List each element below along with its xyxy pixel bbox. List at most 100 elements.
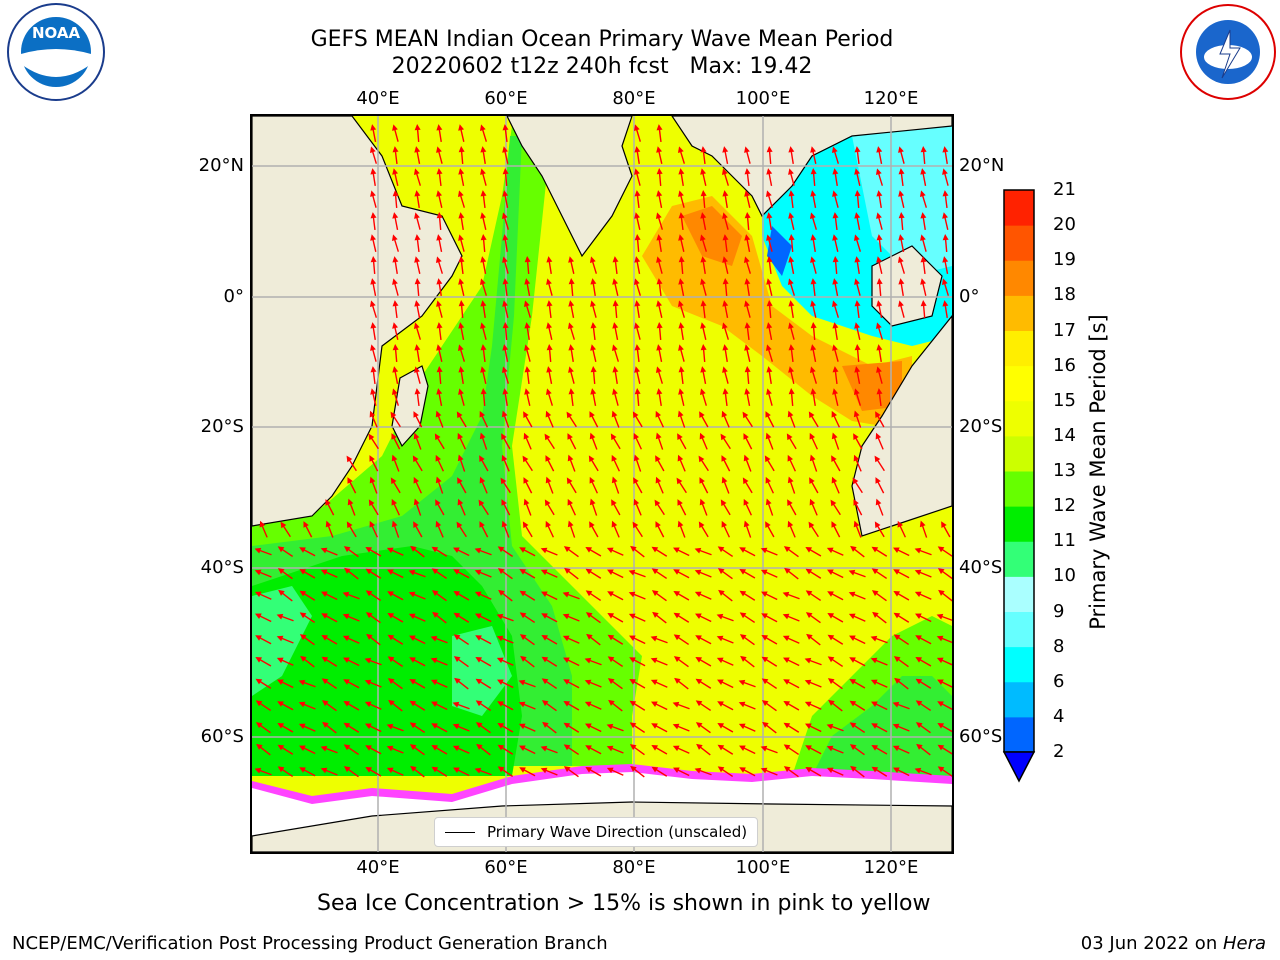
wave-direction-arrow xyxy=(456,521,467,538)
wave-direction-arrow xyxy=(742,477,753,494)
wave-direction-arrow xyxy=(830,499,841,516)
wave-direction-arrow xyxy=(936,657,952,666)
wave-direction-arrow xyxy=(607,569,624,579)
wave-direction-arrow xyxy=(299,547,316,557)
wave-direction-arrow xyxy=(545,455,555,472)
wave-direction-arrow xyxy=(502,300,509,318)
wave-direction-arrow xyxy=(502,190,509,208)
wave-direction-arrow xyxy=(612,300,619,319)
cloud-icon xyxy=(1204,45,1252,69)
wave-direction-arrow xyxy=(872,611,887,624)
wave-direction-arrow xyxy=(875,411,885,428)
wave-direction-arrow xyxy=(457,344,466,362)
colorbar-tick-label: 6 xyxy=(1053,670,1065,692)
wave-direction-arrow xyxy=(849,700,866,711)
wave-direction-arrow xyxy=(453,547,470,557)
wave-direction-arrow xyxy=(386,547,404,556)
wave-direction-arrow xyxy=(656,388,663,407)
footer-host: Hera xyxy=(1222,933,1266,954)
legend-line-icon xyxy=(445,831,475,833)
wave-direction-arrow xyxy=(365,547,382,557)
wave-direction-arrow xyxy=(475,635,492,645)
wave-direction-arrow xyxy=(409,657,426,667)
wave-direction-arrow xyxy=(826,547,844,556)
wave-direction-arrow xyxy=(497,701,514,711)
wave-direction-arrow xyxy=(765,432,774,450)
wave-direction-arrow xyxy=(787,278,796,296)
wave-direction-arrow xyxy=(832,190,839,208)
wave-direction-arrow xyxy=(458,146,465,165)
wave-direction-arrow xyxy=(458,388,465,406)
wave-direction-arrow xyxy=(678,388,685,406)
wave-direction-arrow xyxy=(523,432,532,450)
wave-direction-arrow xyxy=(787,499,797,516)
wave-direction-arrow xyxy=(721,168,730,186)
wave-direction-arrow xyxy=(699,477,709,494)
wave-direction-arrow xyxy=(606,745,624,754)
wave-direction-arrow xyxy=(479,410,489,428)
wave-direction-arrow xyxy=(652,611,667,624)
wave-direction-arrow xyxy=(871,546,888,557)
wave-direction-arrow xyxy=(567,454,576,472)
wave-direction-arrow xyxy=(827,634,844,645)
wave-direction-arrow xyxy=(343,546,359,558)
wave-direction-arrow xyxy=(936,613,952,622)
wave-direction-arrow xyxy=(584,679,602,688)
wave-direction-arrow xyxy=(430,657,448,666)
wave-direction-arrow xyxy=(365,568,382,579)
wave-direction-arrow xyxy=(586,633,601,646)
wave-direction-arrow xyxy=(497,744,514,755)
wave-direction-arrow xyxy=(408,613,426,622)
wave-direction-arrow xyxy=(501,454,510,472)
wave-direction-arrow xyxy=(524,278,531,296)
wave-direction-arrow xyxy=(744,234,751,252)
wave-direction-arrow xyxy=(744,190,751,208)
wave-direction-arrow xyxy=(673,634,690,646)
wave-direction-arrow xyxy=(475,700,492,712)
wave-direction-arrow xyxy=(655,476,664,494)
wave-direction-arrow xyxy=(766,256,773,275)
wave-direction-arrow xyxy=(717,679,734,689)
colorbar-cell xyxy=(1004,295,1034,331)
wave-direction-arrow xyxy=(739,745,756,755)
wave-direction-arrow xyxy=(365,723,382,733)
wave-direction-arrow xyxy=(255,613,272,623)
wave-direction-arrow xyxy=(479,455,489,472)
lat-label-left: 60°S xyxy=(200,726,244,747)
wave-direction-arrow xyxy=(500,477,511,494)
wave-direction-arrow xyxy=(809,454,818,472)
wave-direction-arrow xyxy=(871,701,888,711)
wave-direction-arrow xyxy=(255,700,272,712)
wave-direction-arrow xyxy=(677,454,686,472)
wave-direction-arrow xyxy=(656,344,663,362)
wave-direction-arrow xyxy=(568,256,575,274)
wave-direction-arrow xyxy=(476,743,491,756)
wave-direction-arrow xyxy=(787,476,796,494)
wave-direction-arrow xyxy=(276,635,294,644)
wave-direction-arrow xyxy=(783,766,799,778)
wave-direction-arrow xyxy=(391,498,401,516)
wave-direction-arrow xyxy=(874,455,885,472)
colorbar-cell xyxy=(1004,365,1034,402)
wave-direction-arrow xyxy=(370,124,377,142)
wave-direction-arrow xyxy=(299,767,316,777)
wave-direction-arrow xyxy=(325,499,335,516)
wave-direction-arrow xyxy=(804,657,822,666)
wave-direction-arrow xyxy=(502,388,509,407)
wave-direction-arrow xyxy=(414,146,421,164)
wave-direction-arrow xyxy=(501,499,511,516)
wave-direction-arrow xyxy=(810,190,817,208)
wave-direction-arrow xyxy=(434,433,445,450)
wave-direction-arrow xyxy=(871,723,888,733)
wave-direction-arrow xyxy=(346,455,357,472)
wave-direction-arrow xyxy=(542,721,557,734)
wave-direction-arrow xyxy=(475,722,491,734)
wave-direction-arrow xyxy=(761,635,778,645)
wave-direction-arrow xyxy=(562,635,580,644)
wave-direction-arrow xyxy=(585,612,601,624)
wave-direction-arrow xyxy=(611,476,620,494)
wave-direction-arrow xyxy=(501,212,510,230)
wave-direction-arrow xyxy=(606,767,624,776)
wave-direction-arrow xyxy=(479,124,488,142)
wave-direction-arrow xyxy=(369,410,378,428)
